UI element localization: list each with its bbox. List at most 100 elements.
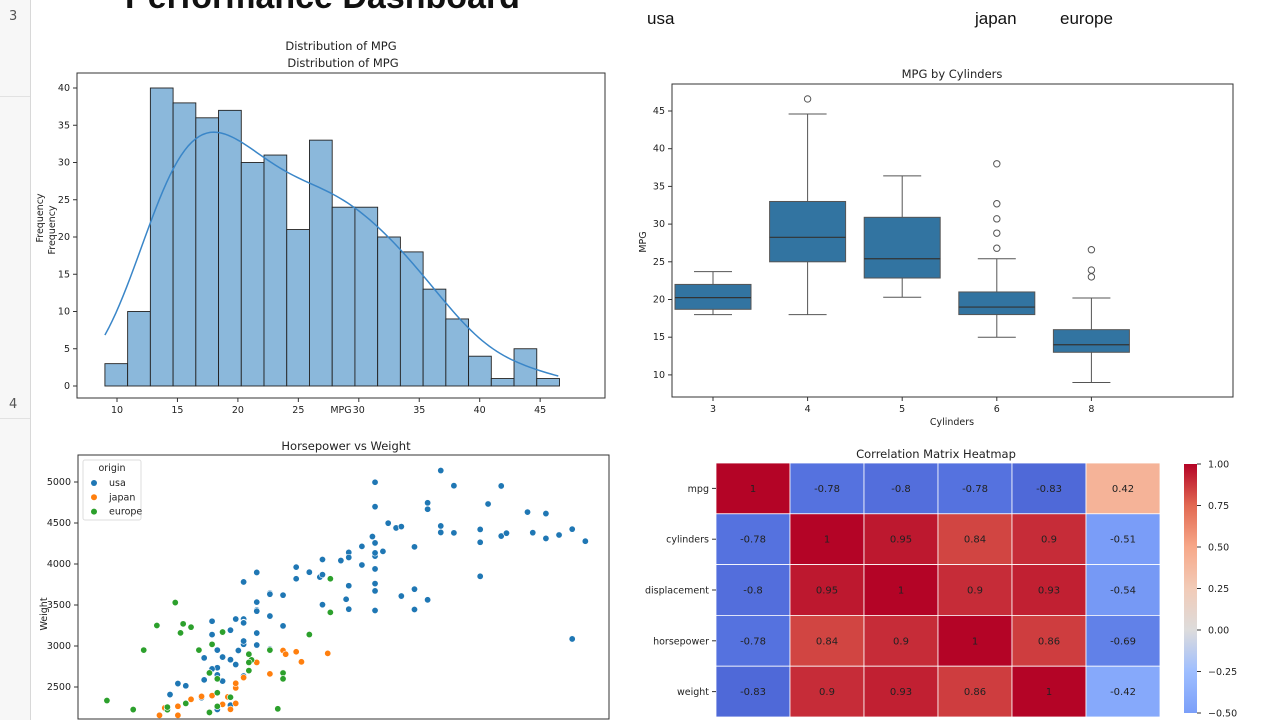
legend-text-usa: usa	[647, 9, 675, 28]
y-tick-label: 40	[653, 144, 665, 155]
heatmap-cell	[1011, 665, 1087, 718]
point-usa	[437, 522, 445, 530]
y-tick-label: 10	[653, 370, 665, 381]
point-europe	[129, 706, 137, 714]
y-axis-label-ghost: Frequency	[35, 193, 46, 242]
heatmap-cell-value: 0.9	[819, 687, 835, 698]
point-europe	[205, 669, 213, 677]
y-tick-label: 3500	[47, 600, 71, 611]
point-europe	[153, 621, 161, 629]
chart-title: MPG by Cylinders	[902, 67, 1003, 81]
legend-box	[82, 459, 142, 521]
row-label: weight	[677, 687, 709, 698]
point-usa	[253, 598, 261, 606]
row-label: displacement	[645, 586, 709, 597]
box	[769, 200, 847, 263]
point-usa	[345, 553, 353, 561]
point-japan	[155, 711, 163, 719]
point-europe	[187, 623, 195, 631]
point-usa	[253, 629, 261, 637]
point-europe	[326, 575, 334, 583]
point-usa	[368, 533, 376, 541]
point-usa	[166, 691, 174, 699]
y-tick-label: 35	[653, 181, 665, 192]
x-axis-label: MPG	[330, 405, 351, 416]
heatmap-cell	[715, 564, 791, 616]
heatmap-cell-value: 1	[1046, 687, 1052, 698]
point-usa	[337, 557, 345, 565]
heatmap-cell-value: 0.9	[893, 636, 909, 647]
point-usa	[397, 523, 405, 531]
point-usa	[484, 500, 492, 508]
heatmap-cell	[715, 615, 791, 667]
box	[958, 291, 1036, 316]
x-tick-label: 10	[111, 405, 123, 416]
point-usa	[450, 482, 458, 490]
point-usa	[410, 543, 418, 551]
histogram-axes	[76, 72, 606, 399]
point-europe	[245, 650, 253, 658]
point-usa	[371, 565, 379, 573]
x-tick-label: 3	[710, 404, 716, 415]
histogram-bar	[468, 355, 492, 387]
heatmap-cell-value: 0.95	[890, 535, 912, 546]
x-axis-label: Cylinders	[930, 417, 974, 428]
legend-text-japan: japan	[975, 9, 1017, 28]
heatmap-cell	[1085, 462, 1161, 515]
heatmap-cell-value: -0.8	[891, 484, 911, 495]
colorbar-tick-label: 0.75	[1208, 501, 1229, 512]
heatmap-cell	[789, 513, 865, 565]
point-usa	[568, 635, 576, 643]
heatmap-cell-value: -0.78	[740, 636, 766, 647]
x-tick-label: 35	[413, 405, 425, 416]
row-number-4[interactable]: 4	[0, 397, 30, 419]
point-usa	[555, 531, 563, 539]
dashboard-title: Performance Dashboard	[30, 0, 615, 17]
box	[1052, 329, 1130, 353]
point-usa	[358, 542, 366, 550]
point-europe	[182, 699, 190, 707]
heatmap-cell	[1085, 615, 1161, 667]
row-label: cylinders	[666, 535, 709, 546]
point-japan	[198, 692, 206, 700]
x-tick-label: 6	[994, 404, 1000, 415]
heatmap-cell	[937, 665, 1013, 718]
histogram-bar	[218, 109, 242, 387]
point-usa	[410, 606, 418, 614]
y-tick-label: 10	[58, 307, 70, 318]
y-tick-label: 35	[58, 120, 70, 131]
row-number-3[interactable]: 3	[0, 9, 30, 97]
x-tick-label: 8	[1088, 404, 1094, 415]
outlier-point	[1087, 266, 1096, 274]
point-usa	[371, 539, 379, 547]
point-europe	[245, 658, 253, 666]
point-europe	[205, 708, 213, 716]
heatmap-cell	[937, 462, 1013, 515]
point-usa	[318, 601, 326, 609]
legend-marker-usa	[91, 480, 97, 486]
row-label: mpg	[688, 484, 709, 495]
point-japan	[282, 650, 290, 658]
heatmap-cell-value: -0.83	[740, 687, 766, 698]
histogram-bar	[240, 162, 265, 387]
outlier-point	[1087, 273, 1096, 281]
x-tick-label: 15	[171, 405, 183, 416]
point-usa	[292, 575, 300, 583]
point-usa	[476, 572, 484, 580]
heatmap-cell	[937, 564, 1013, 616]
point-usa	[266, 612, 274, 620]
point-japan	[174, 711, 182, 719]
histogram-bar	[149, 87, 174, 387]
y-tick-label: 4500	[47, 518, 71, 529]
point-usa	[371, 549, 379, 557]
colorbar-tick-label: −0.50	[1208, 709, 1237, 720]
row-label: horsepower	[653, 636, 709, 647]
point-europe	[219, 628, 227, 636]
point-europe	[213, 675, 221, 683]
point-usa	[240, 619, 248, 627]
point-usa	[208, 631, 216, 639]
point-usa	[345, 605, 353, 613]
point-usa	[358, 561, 366, 569]
heatmap-cell-value: 1	[750, 484, 756, 495]
point-europe	[213, 702, 221, 710]
